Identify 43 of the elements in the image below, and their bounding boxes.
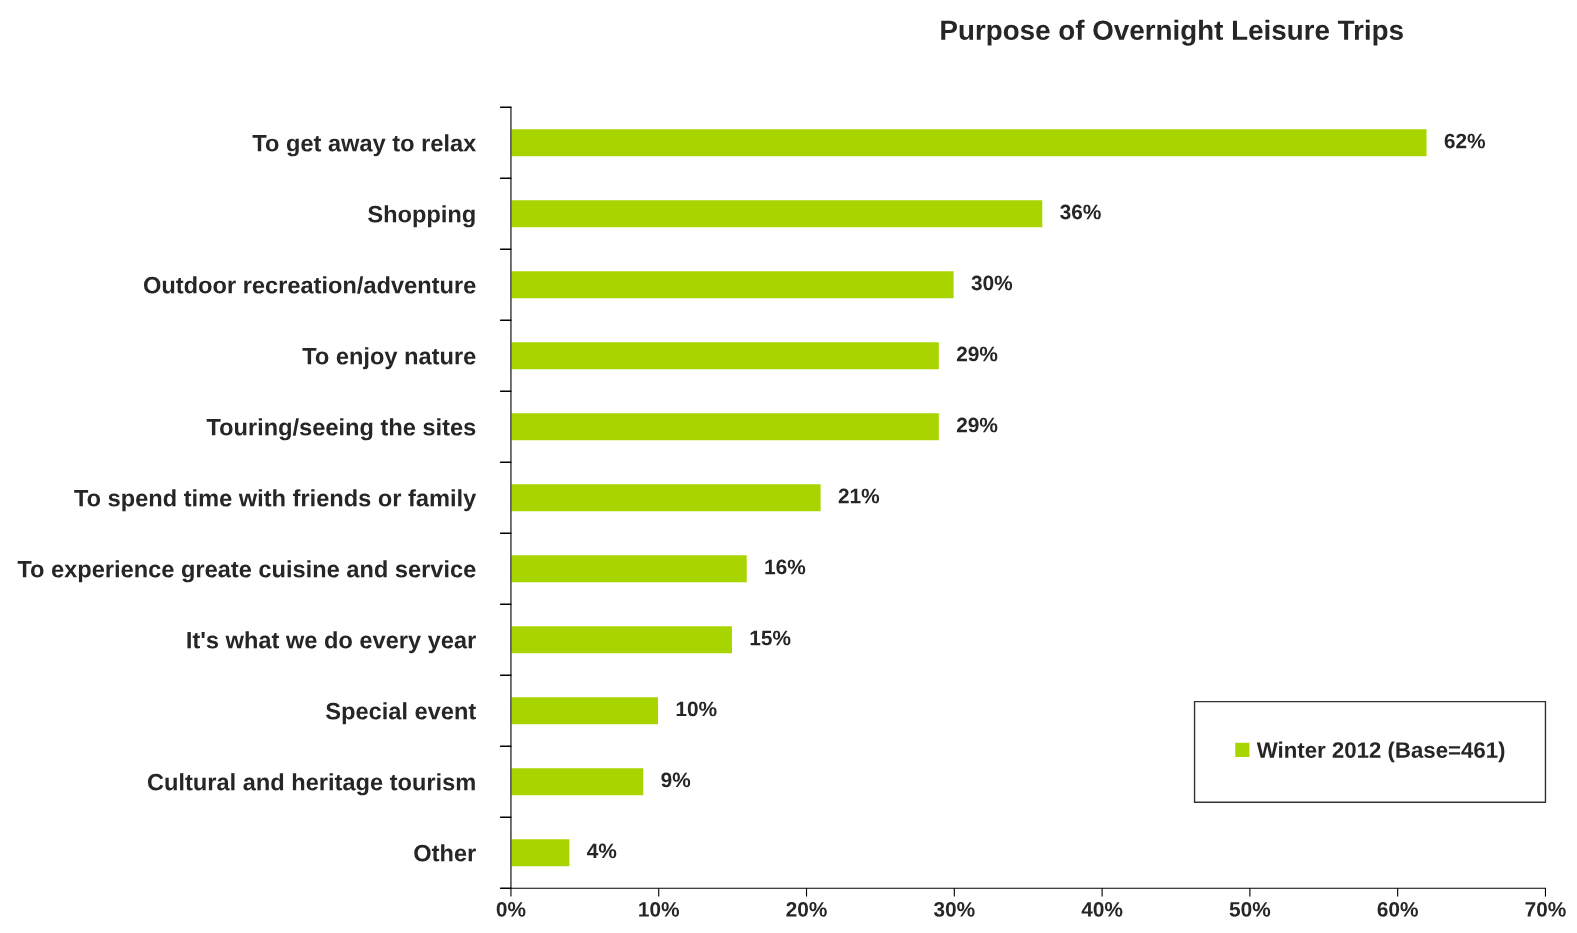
x-tick-label: 20%: [786, 901, 827, 917]
data-label: 15%: [750, 630, 791, 646]
x-tick-label: 70%: [1525, 901, 1566, 917]
y-tick-label: To get away to relax: [252, 134, 477, 157]
y-tick-label: Special event: [325, 702, 476, 725]
y-tick-label: Shopping: [368, 205, 475, 228]
chart-title: Purpose of Overnight Leisure Trips: [941, 19, 1403, 46]
y-tick-label: Outdoor recreation/adventure: [143, 276, 476, 294]
data-label: 62%: [1444, 133, 1486, 149]
bar: [510, 553, 749, 584]
data-label: 4%: [587, 843, 617, 859]
x-tick-label: 50%: [1229, 901, 1271, 917]
data-label: 9%: [661, 772, 691, 788]
y-tick-label: It's what we do every year: [187, 631, 476, 654]
bar: [510, 198, 1044, 229]
bar: [510, 127, 1428, 158]
x-tick-label: 60%: [1377, 901, 1418, 917]
data-label: 30%: [971, 275, 1013, 291]
bar: [510, 340, 941, 371]
y-tick-label: To experience greate cuisine and service: [17, 560, 476, 583]
y-tick-label: To spend time with friends or family: [74, 489, 477, 512]
x-tick-label: 10%: [639, 901, 680, 917]
x-tick-label: 30%: [933, 901, 975, 917]
y-tick-label: Cultural and heritage tourism: [147, 773, 475, 796]
bar: [510, 837, 571, 868]
y-tick-label: Touring/seeing the sites: [206, 418, 476, 441]
x-tick-label: 0%: [496, 901, 526, 917]
data-label: 10%: [676, 701, 717, 717]
bar: [510, 766, 645, 797]
data-label: 21%: [838, 488, 880, 504]
bar: [510, 695, 660, 726]
data-label: 16%: [765, 559, 806, 575]
y-tick-label: To enjoy nature: [302, 347, 476, 370]
x-tick-label: 40%: [1081, 901, 1123, 917]
bar: [510, 411, 941, 442]
y-tick-label: Other: [414, 844, 476, 862]
data-label: 29%: [956, 346, 998, 362]
bar: [510, 269, 956, 300]
data-label: 29%: [956, 417, 998, 433]
legend-label: Winter 2012 (Base=461): [1256, 741, 1505, 763]
data-label: 36%: [1060, 204, 1101, 220]
bar: [510, 624, 734, 655]
bar: [510, 482, 822, 513]
